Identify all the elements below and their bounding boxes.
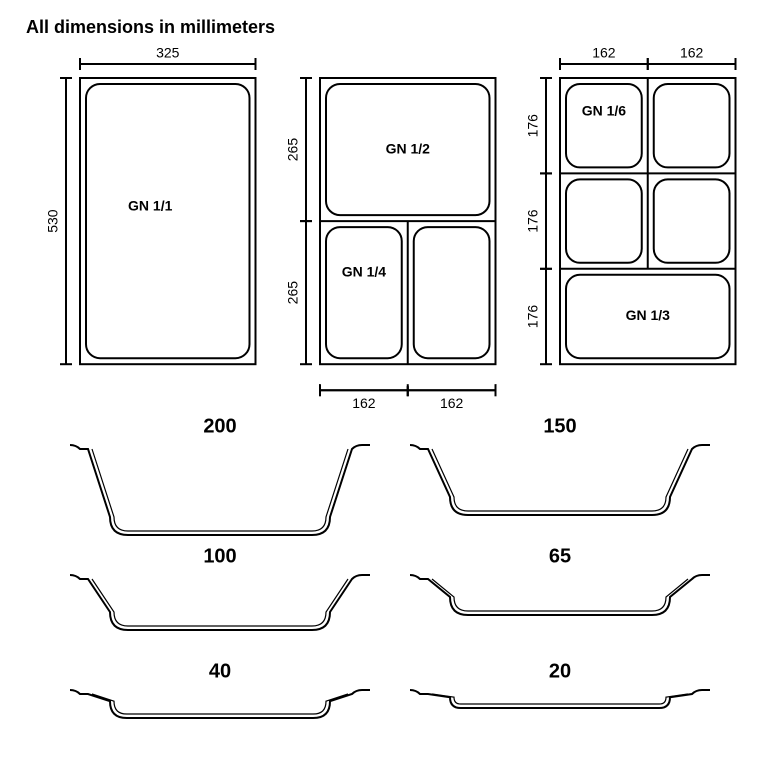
depth-label-65: 65 bbox=[549, 545, 571, 567]
pan-depth-20 bbox=[410, 690, 710, 708]
dim-gn11-h: 530 bbox=[45, 209, 61, 233]
pan-depth-65 bbox=[410, 575, 710, 615]
dim-gn11-w: 325 bbox=[156, 45, 180, 61]
depth-label-150: 150 bbox=[543, 415, 576, 437]
dim-gn14-h: 265 bbox=[285, 281, 301, 305]
pan-gn16 bbox=[566, 84, 642, 167]
pan-gn16 bbox=[654, 179, 730, 262]
dim-gn14-w1b: 162 bbox=[352, 395, 376, 411]
depth-label-100: 100 bbox=[203, 545, 236, 567]
dim-gn12-h: 265 bbox=[285, 138, 301, 162]
label-gn12: GN 1/2 bbox=[386, 140, 431, 156]
label-gn14: GN 1/4 bbox=[342, 263, 387, 279]
pan-gn16 bbox=[566, 179, 642, 262]
label-gn16: GN 1/6 bbox=[582, 102, 627, 118]
dim-gn13-h: 176 bbox=[525, 305, 541, 329]
dim-gn14-w2b: 162 bbox=[440, 395, 464, 411]
depth-label-40: 40 bbox=[209, 660, 231, 682]
dim-gn16-w2: 162 bbox=[680, 45, 704, 61]
page-title: All dimensions in millimeters bbox=[26, 17, 275, 37]
dim-gn16-h2: 176 bbox=[525, 209, 541, 233]
pan-gn14-left bbox=[326, 227, 402, 358]
frame-gn11 bbox=[80, 78, 256, 364]
dim-gn16-h1: 176 bbox=[525, 114, 541, 138]
depth-label-200: 200 bbox=[203, 415, 236, 437]
depth-label-20: 20 bbox=[549, 660, 571, 682]
label-gn13: GN 1/3 bbox=[626, 307, 671, 323]
pan-gn16 bbox=[654, 84, 730, 167]
pan-gn14-right bbox=[414, 227, 490, 358]
dim-gn16-w1: 162 bbox=[592, 45, 616, 61]
pan-depth-100 bbox=[70, 575, 370, 630]
label-gn11: GN 1/1 bbox=[128, 197, 173, 213]
pan-gn11 bbox=[86, 84, 250, 358]
